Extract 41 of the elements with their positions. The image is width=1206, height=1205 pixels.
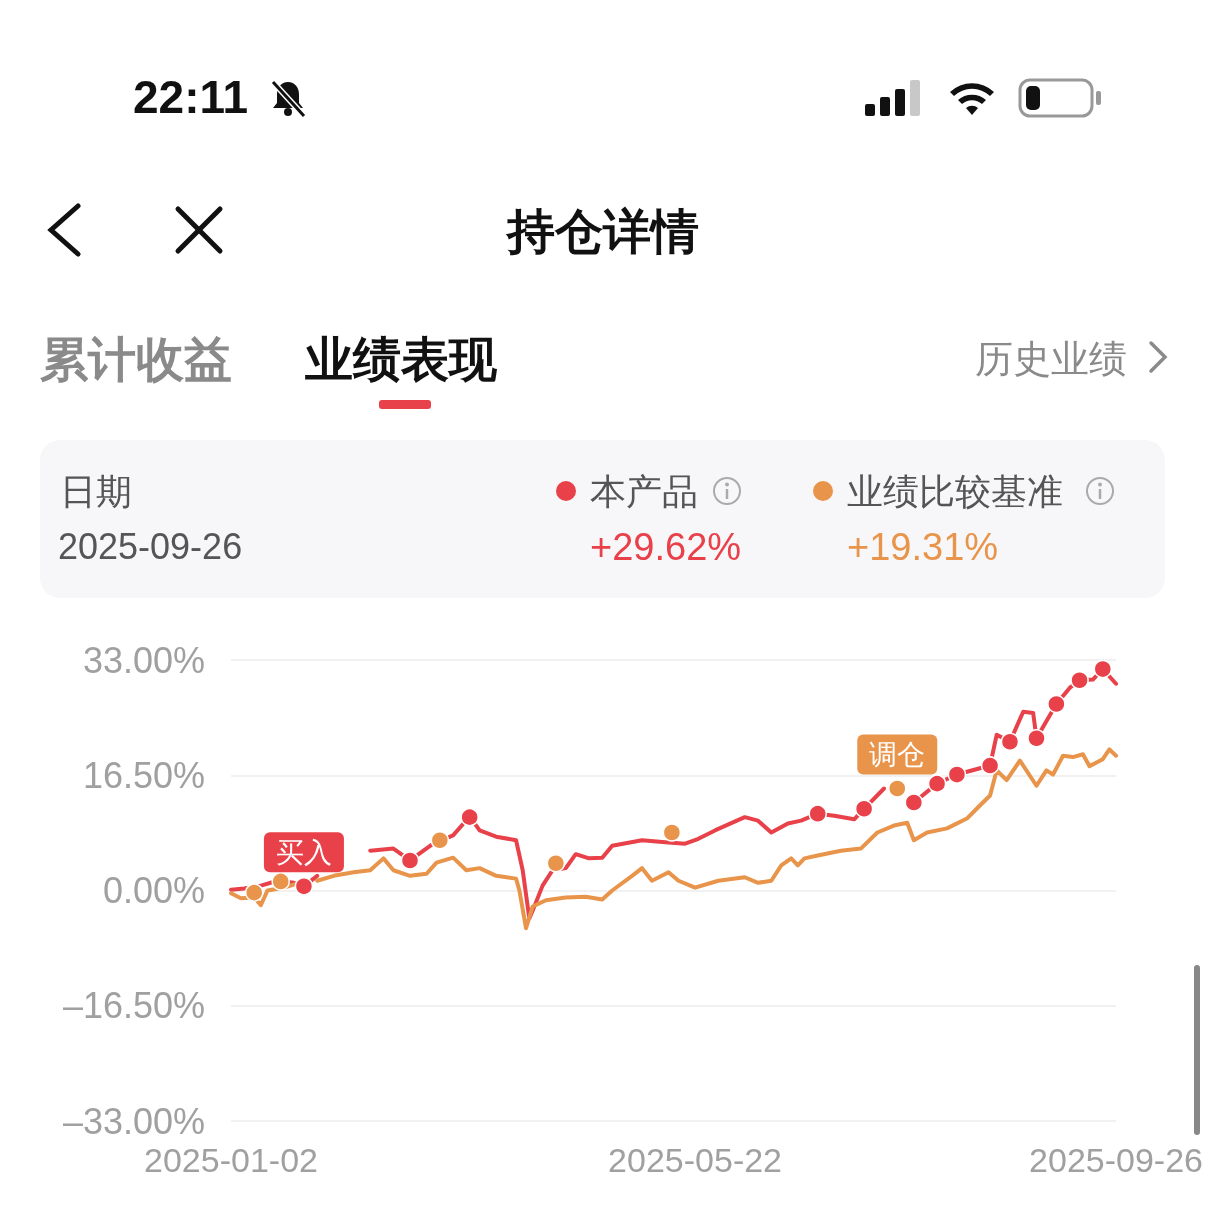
x-tick-label: 2025-09-26 [1029,1141,1203,1179]
point [244,883,264,902]
point [1093,659,1113,679]
point [980,756,1000,775]
point [294,877,314,896]
text: 日期 [60,470,132,514]
point [1000,732,1020,751]
point [1070,671,1089,690]
text: 2025-09-26 [58,526,243,568]
chart-title: 持仓详情 [505,204,700,260]
point [904,793,924,812]
point [662,823,682,842]
annotation: 买入 [275,836,332,868]
text: 累计收益 [40,332,232,388]
legend-label: 业绩比较基准 [847,470,1063,514]
point [460,807,479,827]
x-tick-label: 2025-05-22 [608,1141,783,1179]
text: 22:11 [133,70,249,124]
x-tick-label: 2025-01-02 [144,1141,318,1179]
text: 历史业绩 [975,337,1127,382]
y-tick-label: 16.50% [82,754,205,796]
point [400,851,420,870]
y-tick-label: –33.00% [62,1100,205,1142]
legend-label: 本产品 [590,470,698,514]
y-tick-label: 0.00% [102,870,205,911]
point [1047,694,1066,714]
point [808,804,827,823]
text: 业绩表现 [305,332,497,388]
text: +19.31% [847,526,999,569]
y-tick-label: 33.00% [82,639,205,681]
annotation: 调仓 [869,739,926,771]
point [947,765,967,784]
point [854,799,874,819]
y-tick-label: –16.50% [62,985,205,1027]
point [927,774,947,793]
point [271,872,290,891]
text: +29.62% [590,526,742,569]
point [546,854,566,873]
point [430,830,450,850]
point [888,779,907,798]
point [1027,728,1046,748]
